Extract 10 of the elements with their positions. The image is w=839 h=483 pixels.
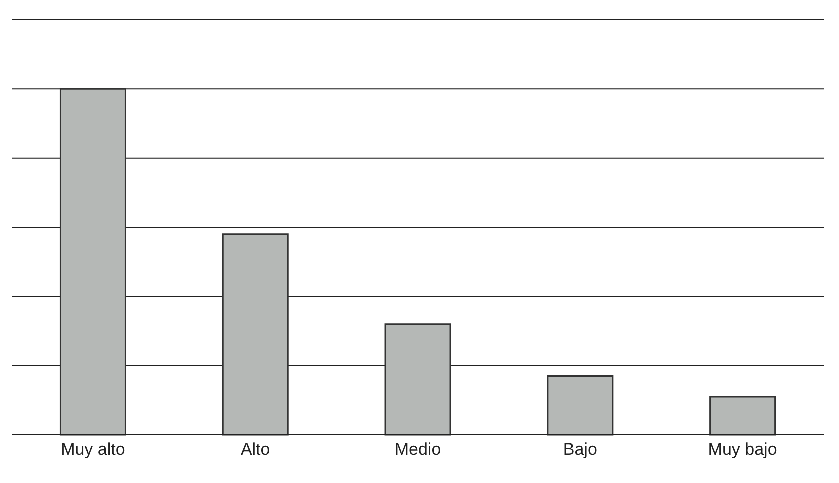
bar [384, 324, 452, 436]
x-tick-label: Bajo [563, 440, 598, 460]
bar [710, 396, 776, 436]
x-tick-label: Alto [240, 440, 270, 460]
x-tick-label: Muy alto [61, 440, 126, 460]
bar [547, 375, 614, 436]
x-tick-label: Muy bajo [708, 440, 778, 460]
x-tick-label: Medio [394, 440, 442, 460]
bar [222, 234, 289, 436]
bar [60, 88, 126, 436]
